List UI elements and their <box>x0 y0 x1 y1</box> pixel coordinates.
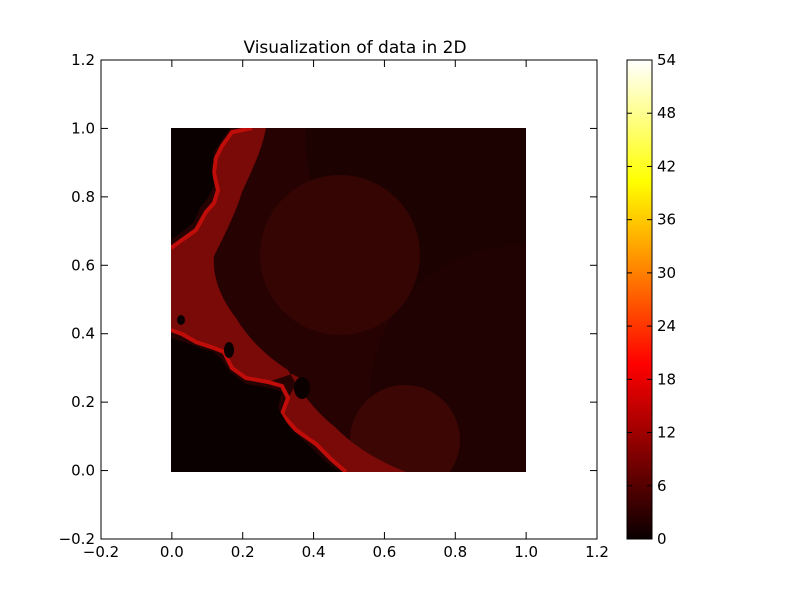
colorbar-tick-label: 18 <box>657 370 676 388</box>
heatmap-region <box>350 385 460 472</box>
x-tick-label: 0.4 <box>302 543 326 561</box>
colorbar <box>626 59 653 540</box>
heatmap-zero-region <box>294 377 310 399</box>
heatmap-region <box>260 175 420 335</box>
colorbar-tick-label: 30 <box>657 264 676 282</box>
colorbar-tick-label: 54 <box>657 51 676 69</box>
y-tick-label: −0.2 <box>59 530 95 548</box>
colorbar-tick-label: 42 <box>657 157 676 175</box>
colorbar-tick-label: 6 <box>657 477 667 495</box>
y-tick-label: 1.2 <box>71 51 95 69</box>
heatmap-zero-region <box>171 128 230 240</box>
y-tick-label: 0.8 <box>71 188 95 206</box>
x-tick-label: −0.2 <box>83 543 119 561</box>
heatmap-zero-region <box>224 342 234 358</box>
x-tick-label: 1.0 <box>514 543 538 561</box>
colorbar-tick-label: 48 <box>657 104 676 122</box>
heatmap-zero-region <box>171 338 340 472</box>
heatmap-boundary-edge <box>171 328 348 472</box>
chart-title: Visualization of data in 2D <box>243 38 466 58</box>
x-tick-label: 0.8 <box>443 543 467 561</box>
y-tick-label: 0.6 <box>71 256 95 274</box>
y-tick-label: 0.4 <box>71 325 95 343</box>
y-tick-label: 0.0 <box>71 462 95 480</box>
y-tick-label: 0.2 <box>71 393 95 411</box>
x-tick-label: 0.0 <box>160 543 184 561</box>
heatmap-boundary-region <box>171 128 406 472</box>
heatmap-zero-region <box>177 315 185 325</box>
colorbar-axis: 0 6 12 18 24 30 36 42 48 54 <box>627 51 676 548</box>
colorbar-tick-label: 12 <box>657 424 676 442</box>
y-axis: −0.2 0.0 0.2 0.4 0.6 0.8 1.0 1.2 <box>59 51 597 548</box>
y-tick-label: 1.0 <box>71 119 95 137</box>
x-tick-label: 0.2 <box>231 543 255 561</box>
x-tick-label: 0.6 <box>372 543 396 561</box>
heatmap-image <box>171 128 526 472</box>
axes-frame <box>100 59 598 540</box>
colorbar-tick-label: 36 <box>657 211 676 229</box>
colorbar-tick-label: 24 <box>657 317 676 335</box>
x-axis: −0.2 0.0 0.2 0.4 0.6 0.8 1.0 1.2 <box>83 60 609 561</box>
colorbar-tick-label: 0 <box>657 530 667 548</box>
x-tick-label: 1.2 <box>585 543 609 561</box>
heatmap-boundary-edge <box>171 128 253 250</box>
